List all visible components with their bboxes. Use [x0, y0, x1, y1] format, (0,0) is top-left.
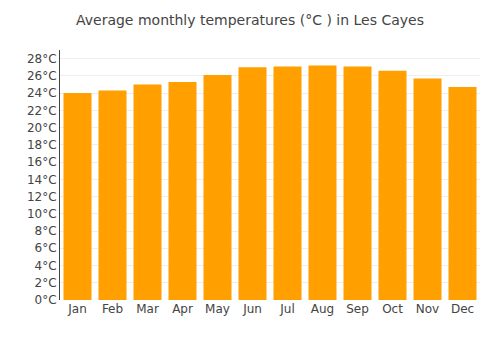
- svg-text:0°C: 0°C: [35, 293, 57, 307]
- svg-text:Jun: Jun: [242, 302, 262, 316]
- svg-text:Apr: Apr: [172, 302, 193, 316]
- svg-text:Dec: Dec: [451, 302, 474, 316]
- svg-text:Nov: Nov: [416, 302, 439, 316]
- svg-text:12°C: 12°C: [27, 190, 57, 204]
- svg-text:28°C: 28°C: [27, 52, 57, 66]
- svg-text:2°C: 2°C: [35, 276, 57, 290]
- svg-text:May: May: [205, 302, 230, 316]
- svg-text:4°C: 4°C: [35, 259, 57, 273]
- svg-text:Sep: Sep: [346, 302, 369, 316]
- svg-text:Average monthly temperatures (: Average monthly temperatures (°C ) in Le…: [76, 12, 424, 28]
- svg-text:Mar: Mar: [136, 302, 159, 316]
- svg-text:18°C: 18°C: [27, 138, 57, 152]
- svg-text:14°C: 14°C: [27, 173, 57, 187]
- svg-text:Feb: Feb: [102, 302, 123, 316]
- svg-text:Jan: Jan: [67, 302, 87, 316]
- svg-text:20°C: 20°C: [27, 121, 57, 135]
- svg-text:6°C: 6°C: [35, 241, 57, 255]
- svg-text:24°C: 24°C: [27, 86, 57, 100]
- svg-text:Aug: Aug: [311, 302, 334, 316]
- svg-text:26°C: 26°C: [27, 69, 57, 83]
- svg-text:22°C: 22°C: [27, 104, 57, 118]
- svg-text:16°C: 16°C: [27, 155, 57, 169]
- svg-text:10°C: 10°C: [27, 207, 57, 221]
- svg-text:8°C: 8°C: [35, 224, 57, 238]
- svg-text:Oct: Oct: [382, 302, 403, 316]
- svg-text:Jul: Jul: [279, 302, 294, 316]
